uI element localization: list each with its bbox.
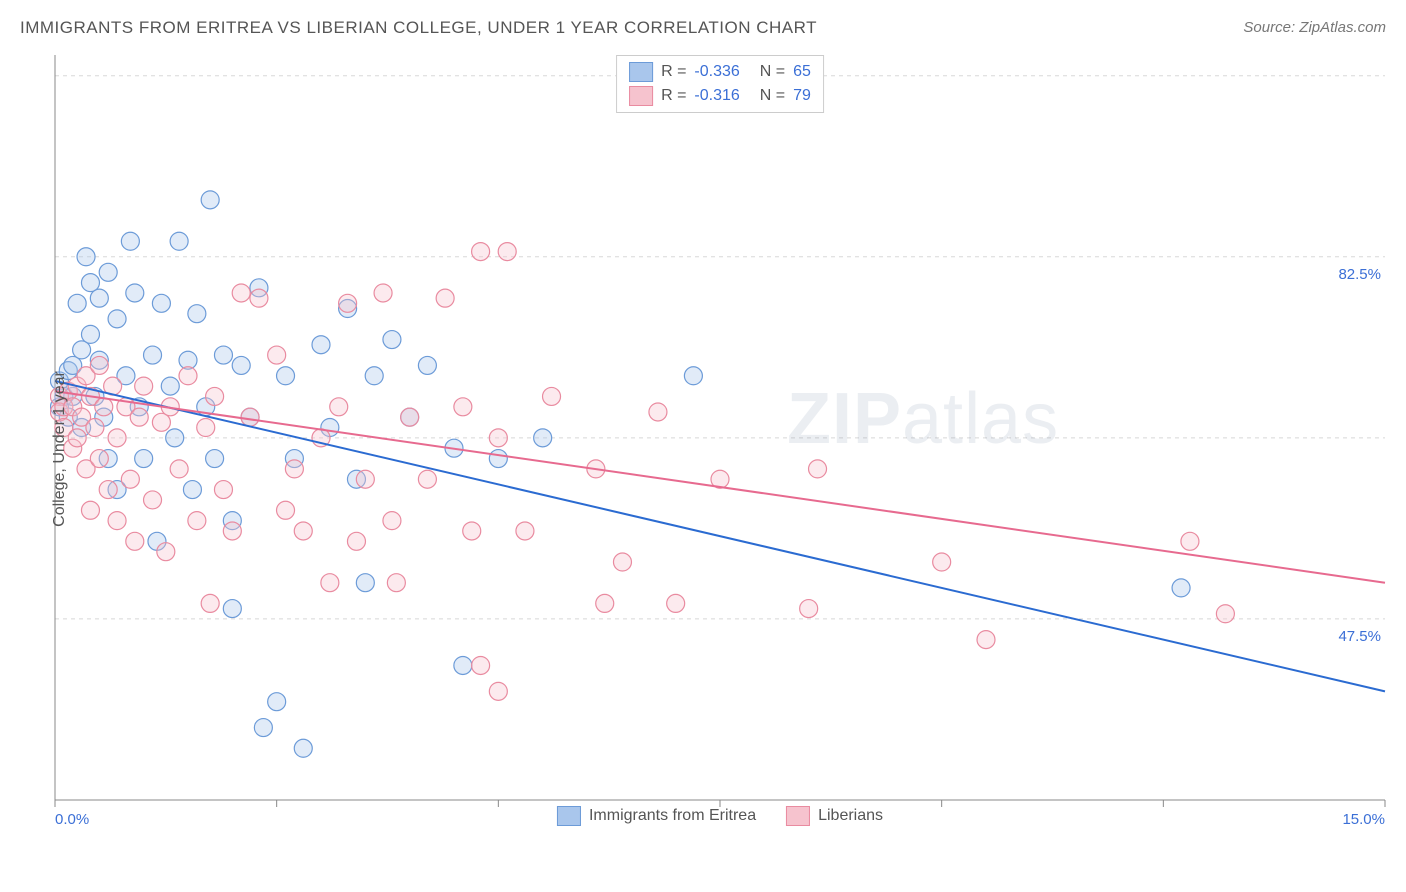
legend-series-name: Liberians xyxy=(818,807,883,825)
legend-series-item: Liberians xyxy=(786,806,883,826)
legend-n-value: 79 xyxy=(793,87,811,105)
source-prefix: Source: xyxy=(1243,19,1299,36)
legend-n-value: 65 xyxy=(793,63,811,81)
legend-n-label: N = xyxy=(760,87,785,105)
y-axis-label: College, Under 1 year xyxy=(51,371,69,527)
svg-text:15.0%: 15.0% xyxy=(1342,811,1385,828)
chart-container: College, Under 1 year 47.5% 82.5% 0.0% 15.0… xyxy=(50,50,1390,830)
legend-r-label: R = xyxy=(661,63,686,81)
legend-series-name: Immigrants from Eritrea xyxy=(589,807,756,825)
chart-title: IMMIGRANTS FROM ERITREA VS LIBERIAN COLL… xyxy=(20,18,817,38)
legend-series-item: Immigrants from Eritrea xyxy=(557,806,756,826)
svg-text:82.5%: 82.5% xyxy=(1338,266,1381,283)
legend-r-label: R = xyxy=(661,87,686,105)
svg-text:47.5%: 47.5% xyxy=(1338,628,1381,645)
legend-swatch xyxy=(557,806,581,826)
svg-text:0.0%: 0.0% xyxy=(55,811,89,828)
legend-swatch xyxy=(629,62,653,82)
scatter-chart: 47.5% 82.5% 0.0% 15.0% xyxy=(50,50,1390,830)
legend-r-value: -0.336 xyxy=(694,63,739,81)
legend-swatch xyxy=(786,806,810,826)
source-name: ZipAtlas.com xyxy=(1299,19,1386,36)
source-attribution: Source: ZipAtlas.com xyxy=(1243,19,1386,37)
series-legend: Immigrants from Eritrea Liberians xyxy=(557,806,883,826)
legend-n-label: N = xyxy=(760,63,785,81)
legend-r-value: -0.316 xyxy=(694,87,739,105)
correlation-legend: R = -0.336 N = 65 R = -0.316 N = 79 xyxy=(616,55,824,113)
legend-correlation-row: R = -0.336 N = 65 xyxy=(629,60,811,84)
legend-swatch xyxy=(629,86,653,106)
legend-correlation-row: R = -0.316 N = 79 xyxy=(629,84,811,108)
